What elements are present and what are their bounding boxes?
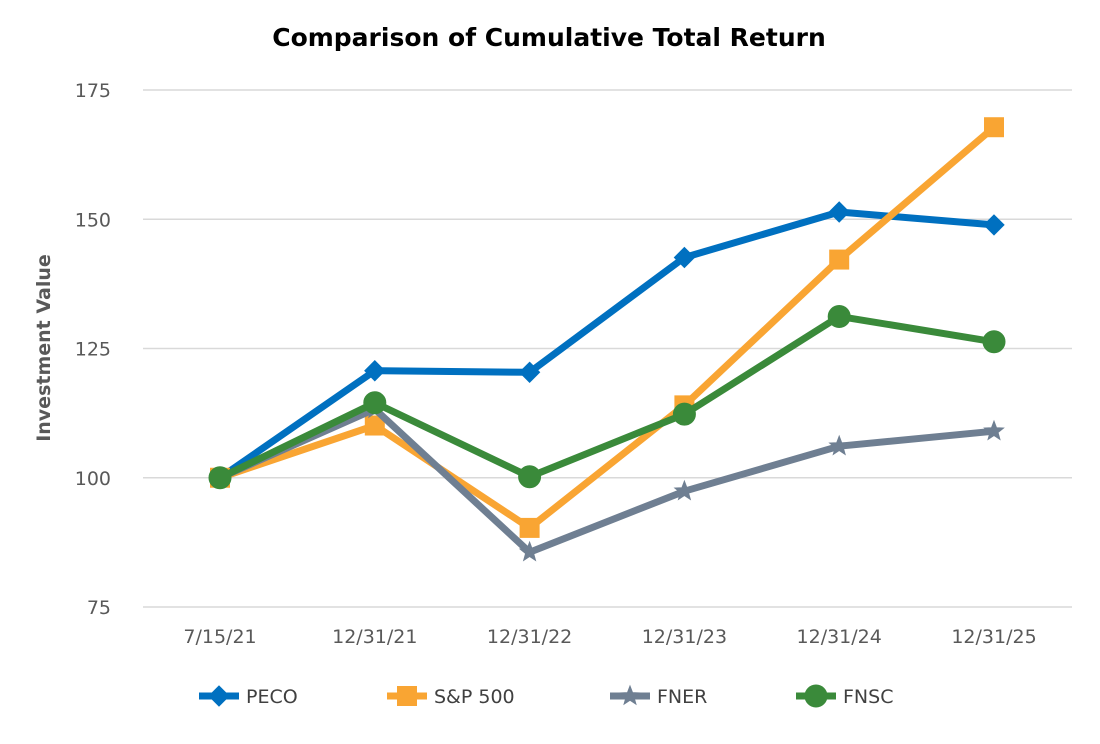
y-tick-label: 100 bbox=[75, 468, 111, 490]
legend-label: PECO bbox=[246, 686, 298, 708]
legend-item-s-p-500: S&P 500 bbox=[387, 686, 515, 708]
legend-marker bbox=[804, 684, 828, 708]
y-tick-label: 175 bbox=[75, 80, 111, 102]
data-point-s-p-500 bbox=[519, 517, 540, 538]
data-point-fnsc bbox=[672, 402, 696, 426]
legend-label: FNER bbox=[657, 686, 707, 708]
data-point-peco bbox=[983, 214, 1005, 236]
x-tick-label: 12/31/21 bbox=[332, 626, 417, 648]
y-tick-label: 150 bbox=[75, 209, 111, 231]
data-point-peco bbox=[518, 361, 541, 383]
y-tick-label: 75 bbox=[87, 597, 111, 619]
series-fnsc bbox=[208, 304, 1006, 490]
series-line-s-p-500 bbox=[216, 123, 998, 532]
data-point-fner bbox=[828, 434, 851, 456]
data-point-s-p-500 bbox=[984, 117, 1004, 138]
data-point-peco bbox=[828, 201, 850, 223]
data-point-s-p-500 bbox=[364, 415, 385, 436]
series-line-fner bbox=[216, 405, 998, 556]
data-point-fner bbox=[673, 479, 696, 501]
legend-marker bbox=[397, 686, 417, 706]
legend: PECO S&P 500 FNER FNSC bbox=[199, 684, 893, 708]
x-tick-label: 12/31/25 bbox=[951, 626, 1036, 648]
x-tick-label: 7/15/21 bbox=[183, 626, 256, 648]
data-point-peco bbox=[364, 360, 386, 382]
series-line-peco bbox=[216, 208, 998, 482]
x-tick-labels: 7/15/21 12/31/21 12/31/22 12/31/23 12/31/24 1… bbox=[183, 626, 1036, 648]
data-point-peco bbox=[673, 246, 696, 269]
data-point-fnsc bbox=[827, 304, 851, 328]
series-s-p-500 bbox=[210, 117, 1004, 538]
data-point-fnsc bbox=[208, 466, 232, 490]
legend-marker bbox=[208, 685, 230, 707]
legend-item-peco: PECO bbox=[199, 685, 298, 708]
legend-item-fner: FNER bbox=[610, 684, 707, 708]
data-point-fner bbox=[518, 540, 541, 562]
series-line-fnsc bbox=[216, 312, 998, 482]
legend-item-fnsc: FNSC bbox=[796, 684, 893, 708]
y-axis-label: Investment Value bbox=[33, 254, 55, 442]
legend-label: FNSC bbox=[843, 686, 893, 708]
y-tick-label: 125 bbox=[75, 339, 111, 361]
y-tick-labels: 75 100 125 150 175 bbox=[75, 80, 111, 619]
legend-label: S&P 500 bbox=[434, 686, 515, 708]
data-point-fnsc bbox=[982, 330, 1006, 354]
data-point-fner bbox=[983, 419, 1005, 441]
data-point-fnsc bbox=[363, 391, 387, 415]
legend-marker bbox=[619, 684, 641, 706]
chart-title: Comparison of Cumulative Total Return bbox=[272, 23, 826, 52]
gridlines bbox=[143, 89, 1072, 608]
x-tick-label: 12/31/23 bbox=[642, 626, 727, 648]
data-point-fnsc bbox=[518, 465, 542, 489]
series-peco bbox=[209, 201, 1005, 489]
x-tick-label: 12/31/22 bbox=[487, 626, 572, 648]
series-layer bbox=[208, 117, 1006, 562]
data-point-s-p-500 bbox=[829, 249, 850, 270]
x-tick-label: 12/31/24 bbox=[797, 626, 882, 648]
